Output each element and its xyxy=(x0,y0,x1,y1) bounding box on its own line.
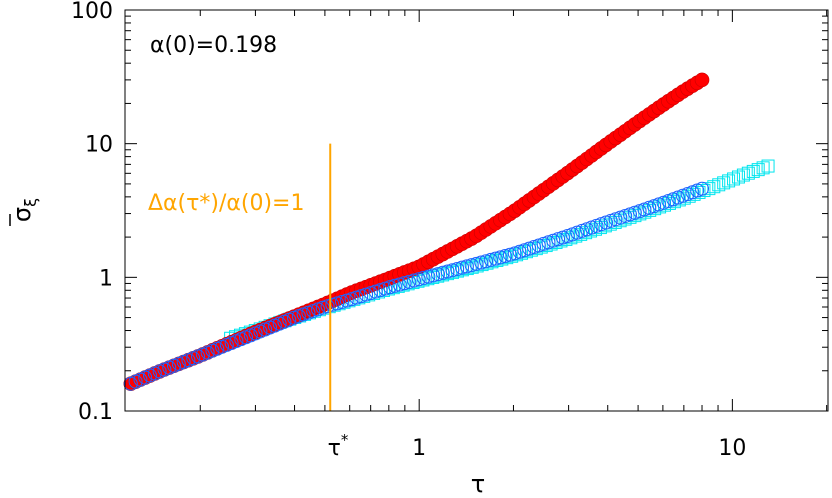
data-point xyxy=(455,260,470,275)
data-point xyxy=(470,259,484,273)
data-point xyxy=(495,252,509,266)
x-tick-label: 1 xyxy=(412,436,426,461)
tau-star-tick-label: τ* xyxy=(328,431,349,461)
data-point xyxy=(727,172,741,186)
alpha-annotation: α(0)=0.198 xyxy=(150,33,277,58)
data-point xyxy=(421,269,436,284)
y-tick-label: 10 xyxy=(85,133,113,158)
y-tick-label: 0.1 xyxy=(78,400,113,425)
data-point xyxy=(761,159,775,173)
data-point xyxy=(524,243,538,257)
series-filled-circle xyxy=(123,72,710,392)
data-point xyxy=(426,268,441,283)
data-point xyxy=(736,168,750,182)
data-point xyxy=(741,166,755,180)
data-point xyxy=(397,276,412,291)
data-point xyxy=(407,273,422,288)
data-point xyxy=(474,255,489,270)
plot-frame xyxy=(124,9,829,412)
data-point xyxy=(459,259,474,274)
data-point xyxy=(450,261,465,276)
svg-text:τ*: τ* xyxy=(328,431,349,461)
data-point xyxy=(445,263,460,278)
data-point xyxy=(697,184,711,198)
data-point xyxy=(485,255,499,269)
y-axis-label: σξ xyxy=(8,198,40,226)
data-point xyxy=(479,254,494,269)
data-point xyxy=(505,249,519,263)
data-point xyxy=(500,251,514,265)
tick-labels: 0.1 1 10 100 1 10 xyxy=(71,0,746,461)
data-point xyxy=(480,256,494,270)
data-point xyxy=(402,274,417,289)
data-point xyxy=(717,176,731,190)
data-point xyxy=(751,163,765,177)
data-point xyxy=(493,250,508,265)
x-tick-label: 10 xyxy=(718,436,746,461)
data-point xyxy=(387,278,402,293)
x-axis-label: τ xyxy=(471,470,485,498)
data-point xyxy=(694,72,710,88)
data-point xyxy=(503,247,518,262)
data-point xyxy=(712,178,726,192)
tau-star-label-main: τ xyxy=(328,436,341,461)
data-point xyxy=(692,185,706,199)
data-point xyxy=(510,248,524,262)
data-point xyxy=(687,187,701,201)
data-point xyxy=(464,258,479,273)
data-point xyxy=(702,182,716,196)
axis-ticks xyxy=(125,9,828,412)
svg-text:σξ: σξ xyxy=(8,198,40,222)
data-point xyxy=(498,249,513,264)
y-tick-label: 100 xyxy=(71,0,113,24)
data-point xyxy=(746,164,760,178)
y-axis-label-main: σ xyxy=(8,207,36,222)
data-point xyxy=(416,270,431,285)
data-point xyxy=(435,265,450,280)
data-point xyxy=(475,258,489,272)
tau-star-label-sup: * xyxy=(341,431,349,449)
data-point xyxy=(519,245,533,259)
data-point xyxy=(431,267,446,282)
data-point xyxy=(490,253,504,267)
data-point xyxy=(695,181,710,196)
series-open-circle xyxy=(123,181,710,391)
y-tick-label: 1 xyxy=(99,266,113,291)
data-point xyxy=(756,161,770,175)
data-point xyxy=(515,246,529,260)
data-point xyxy=(440,264,455,279)
data-point xyxy=(383,280,398,295)
data-point xyxy=(411,272,426,287)
data-point xyxy=(731,170,745,184)
y-axis-label-sub: ξ xyxy=(21,198,40,207)
data-point xyxy=(469,256,484,271)
data-point xyxy=(483,252,498,267)
data-point xyxy=(722,174,736,188)
threshold-annotation: Δα(τ*)/α(0)=1 xyxy=(148,191,304,216)
data-point xyxy=(392,277,407,292)
chart-marks xyxy=(123,72,775,392)
data-point xyxy=(488,251,503,266)
